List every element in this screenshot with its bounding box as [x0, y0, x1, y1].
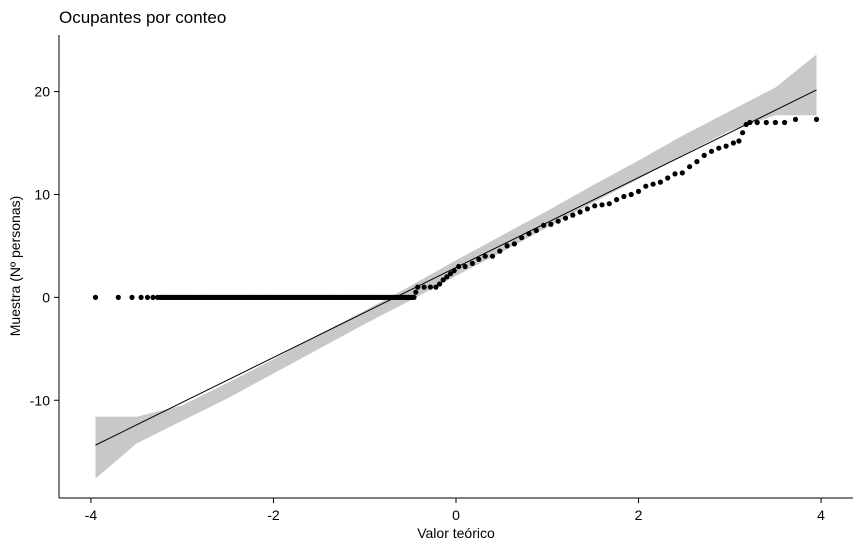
data-point — [577, 209, 583, 215]
data-point — [665, 175, 671, 181]
data-point — [533, 227, 539, 234]
data-point — [736, 138, 742, 144]
data-point — [813, 116, 820, 122]
x-tick-label: -2 — [267, 507, 280, 523]
y-tick-label: -10 — [30, 392, 50, 408]
data-point — [687, 164, 693, 170]
data-point — [555, 218, 561, 224]
x-tick-label: 4 — [817, 507, 825, 523]
x-tick-label: 0 — [452, 507, 460, 523]
data-point — [497, 248, 503, 254]
data-point — [694, 159, 700, 165]
data-point — [723, 143, 729, 149]
y-tick-label: 20 — [34, 84, 50, 100]
data-point — [541, 222, 547, 228]
data-point — [570, 212, 576, 218]
reference-line — [95, 89, 817, 446]
y-tick-label: 10 — [34, 186, 50, 202]
data-point — [782, 119, 788, 126]
data-point — [482, 253, 488, 259]
data-point — [628, 191, 634, 198]
data-point — [511, 241, 517, 247]
data-point — [701, 152, 707, 158]
confidence-band — [95, 54, 817, 479]
data-point — [144, 294, 151, 300]
data-point — [792, 116, 799, 122]
data-point — [526, 231, 532, 237]
data-point — [672, 171, 678, 177]
data-point — [413, 289, 419, 295]
data-point — [456, 263, 462, 270]
plot-area — [92, 54, 820, 479]
data-point — [519, 235, 525, 241]
data-point — [129, 294, 135, 300]
data-point — [708, 148, 715, 154]
data-point — [730, 140, 737, 146]
data-point — [716, 145, 722, 151]
data-point — [421, 284, 427, 290]
y-tick-label: 0 — [42, 289, 50, 305]
x-tick-label: 2 — [635, 507, 643, 523]
data-point — [489, 253, 496, 259]
data-point — [584, 206, 591, 212]
data-point — [447, 271, 454, 277]
data-point — [115, 294, 121, 300]
data-point — [548, 221, 554, 227]
data-point — [469, 260, 475, 266]
data-point — [433, 284, 439, 290]
axis-ticks: -4 -2 0 2 4 -10 0 10 20 — [30, 84, 825, 523]
data-point — [606, 201, 612, 207]
data-point — [643, 183, 649, 189]
data-point — [635, 188, 642, 194]
data-point — [679, 170, 685, 176]
data-point — [504, 243, 510, 249]
chart-title: Ocupantes por conteo — [59, 8, 226, 27]
data-point — [562, 215, 569, 221]
data-point — [740, 130, 746, 136]
data-point — [599, 202, 605, 208]
y-axis-label: Muestra (Nº personas) — [7, 196, 23, 337]
data-point — [614, 197, 620, 203]
data-point — [440, 277, 446, 283]
data-point — [747, 119, 753, 126]
data-point — [150, 294, 156, 300]
data-point — [411, 294, 417, 300]
data-point — [621, 193, 627, 200]
data-point — [650, 181, 656, 187]
data-point — [437, 281, 443, 287]
data-point — [92, 294, 99, 300]
data-point — [427, 284, 433, 290]
data-point — [415, 284, 421, 290]
data-point — [462, 263, 468, 270]
data-point — [772, 119, 779, 126]
data-point — [592, 203, 598, 209]
x-tick-label: -4 — [85, 507, 98, 523]
data-point — [763, 119, 769, 126]
data-point — [476, 256, 482, 262]
data-point — [451, 268, 457, 274]
x-axis-label: Valor teórico — [417, 525, 495, 541]
data-point — [444, 274, 450, 280]
data-point — [657, 179, 664, 185]
data-point — [754, 119, 760, 126]
data-point — [138, 294, 144, 300]
